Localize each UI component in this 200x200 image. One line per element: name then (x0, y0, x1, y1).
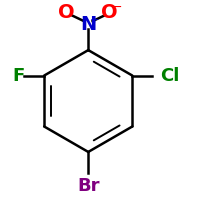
Text: +: + (89, 15, 99, 25)
Text: Br: Br (77, 177, 100, 195)
Text: F: F (13, 67, 25, 85)
Text: −: − (112, 1, 122, 14)
Text: Cl: Cl (160, 67, 179, 85)
Text: O: O (101, 3, 118, 22)
Text: O: O (58, 3, 75, 22)
Text: N: N (80, 15, 96, 34)
